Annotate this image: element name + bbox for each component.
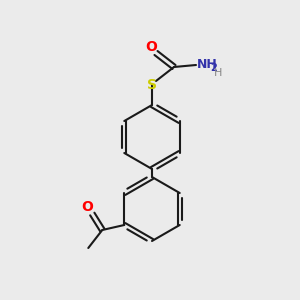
Text: O: O (145, 40, 157, 54)
Text: NH: NH (197, 58, 218, 70)
Text: S: S (147, 78, 157, 92)
Text: O: O (81, 200, 93, 214)
Text: 2: 2 (210, 63, 217, 73)
Text: H: H (214, 68, 222, 78)
